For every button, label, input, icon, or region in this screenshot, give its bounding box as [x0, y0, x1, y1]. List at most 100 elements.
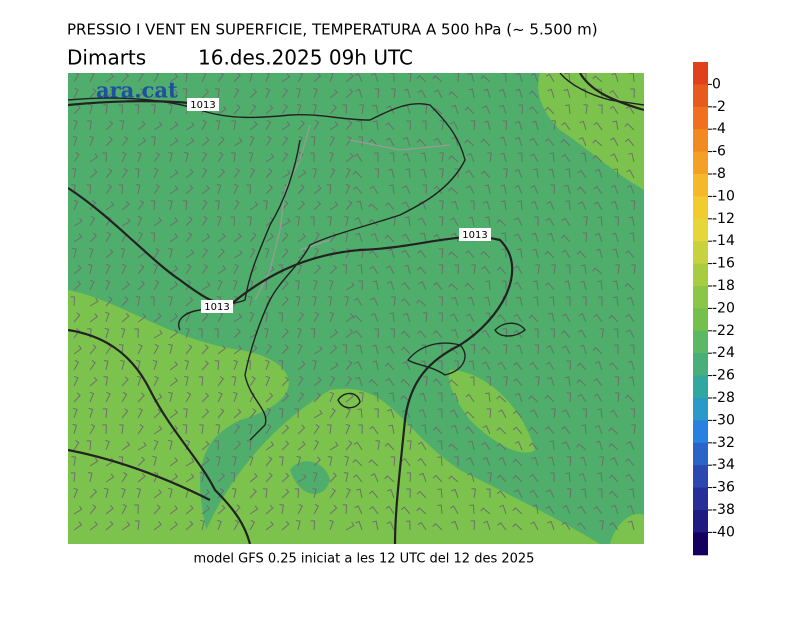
wind-barb: [71, 168, 77, 179]
wind-barb: [514, 441, 523, 451]
wind-barb: [73, 104, 81, 115]
wind-barb: [137, 88, 145, 99]
colorbar-label: -32: [712, 435, 735, 451]
wind-barb: [233, 424, 241, 435]
wind-barb: [313, 376, 322, 387]
wind-barb: [329, 73, 334, 83]
wind-barb: [168, 295, 173, 307]
wind-barb: [137, 231, 143, 243]
wind-barb: [566, 456, 572, 467]
wind-barb: [418, 408, 427, 419]
colorbar-segment: [693, 330, 708, 354]
wind-barb: [373, 152, 379, 162]
wind-barb: [231, 376, 237, 387]
wind-barb: [368, 459, 379, 467]
wind-barb: [454, 168, 459, 179]
wind-barb: [631, 424, 636, 435]
wind-barb: [265, 233, 274, 243]
wind-barb: [626, 169, 635, 179]
wind-barb: [278, 360, 284, 371]
wind-barb: [598, 104, 603, 115]
coastline: [559, 73, 644, 106]
wind-barb: [359, 104, 365, 115]
wind-barb: [482, 105, 491, 115]
wind-barb: [464, 106, 475, 115]
wind-barb: [233, 345, 242, 355]
wind-barb: [345, 152, 354, 163]
isobar-label: 1013: [190, 100, 215, 111]
wind-barb: [515, 88, 523, 99]
logo: ara.cat: [96, 78, 178, 103]
wind-barb: [185, 263, 192, 275]
colorbar-segment: [693, 263, 708, 287]
wind-barb: [137, 392, 145, 403]
wind-barb: [566, 392, 572, 403]
wind-barb: [169, 521, 178, 531]
wind-barb: [281, 328, 289, 339]
wind-barb: [576, 443, 587, 451]
wind-barb: [595, 440, 603, 451]
wind-barb: [73, 119, 78, 131]
wind-barb: [551, 264, 556, 275]
wind-barb: [464, 411, 475, 419]
wind-barb: [517, 200, 523, 211]
wind-barb: [481, 265, 491, 275]
wind-barb: [86, 440, 92, 451]
wind-barb: [501, 232, 507, 243]
wind-barb: [71, 456, 76, 467]
wind-barb: [73, 487, 79, 499]
wind-barb: [233, 137, 243, 147]
wind-barb: [297, 360, 306, 371]
wind-barb: [515, 73, 523, 83]
wind-barb: [614, 376, 620, 387]
wind-barb: [329, 329, 339, 339]
wind-barb: [89, 391, 95, 403]
wind-barb: [233, 199, 240, 211]
wind-barb: [595, 232, 603, 243]
wind-barb: [608, 443, 619, 451]
wind-barb: [535, 376, 540, 387]
wind-barb: [296, 87, 301, 99]
wind-barb: [547, 376, 555, 387]
wind-barb: [432, 522, 443, 531]
wind-barb: [281, 136, 289, 147]
wind-barb: [496, 427, 507, 435]
wind-barb: [578, 472, 587, 483]
wind-barb: [451, 232, 459, 243]
wind-barb: [281, 424, 290, 435]
wind-barb: [624, 282, 635, 291]
wind-barb: [544, 426, 555, 435]
wind-barb: [345, 135, 352, 147]
wind-barb: [134, 328, 139, 339]
wind-barb: [513, 361, 523, 371]
wind-barb: [310, 520, 316, 531]
wind-barb: [217, 215, 222, 227]
wind-barb: [73, 375, 79, 387]
wind-barb: [630, 88, 635, 99]
wind-barb: [169, 121, 179, 131]
wind-barb: [565, 200, 571, 211]
wind-barb: [201, 312, 209, 323]
wind-barb: [560, 330, 571, 339]
wind-barb: [201, 360, 209, 371]
wind-barb: [344, 455, 350, 467]
wind-barb: [354, 217, 363, 227]
wind-barb: [422, 184, 427, 195]
wind-barb: [576, 250, 587, 259]
wind-barb: [134, 168, 140, 179]
wind-barb: [87, 264, 93, 275]
wind-barb: [118, 344, 124, 355]
wind-barb: [624, 458, 635, 467]
wind-barb: [580, 152, 587, 163]
wind-barb: [121, 312, 130, 323]
wind-barb: [105, 391, 111, 403]
wind-barb: [233, 168, 241, 179]
wind-barb: [353, 441, 363, 451]
wind-barb: [438, 264, 444, 275]
wind-barb: [480, 138, 491, 147]
wind-barb: [137, 423, 144, 435]
wind-barb: [579, 120, 587, 131]
wind-barb: [297, 233, 307, 243]
wind-barb: [152, 455, 157, 467]
wind-barb: [153, 183, 160, 195]
